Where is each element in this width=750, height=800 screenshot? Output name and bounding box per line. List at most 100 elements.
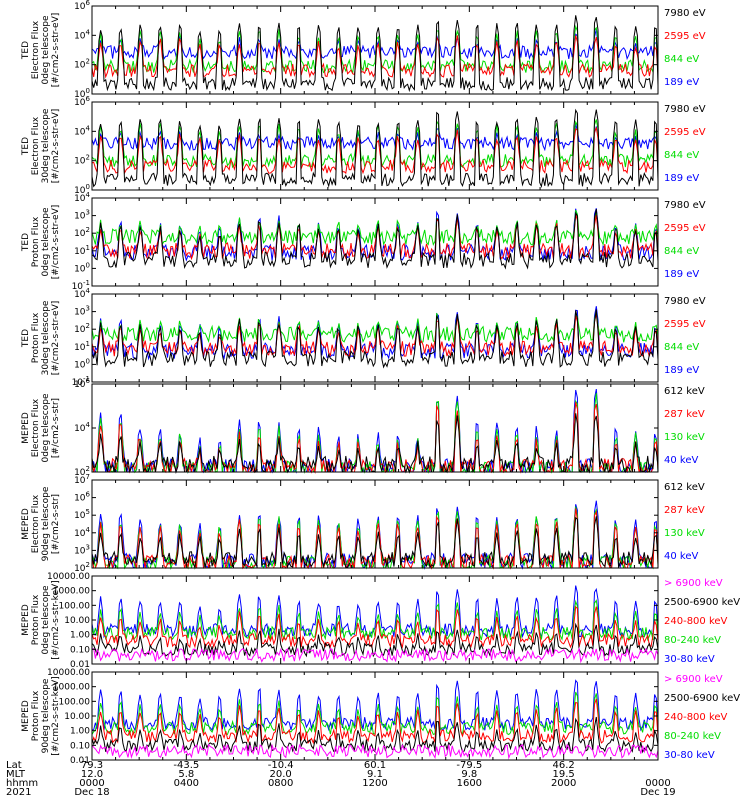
legend-entry: 40 keV: [664, 551, 698, 562]
legend-entry: 240-800 keV: [664, 616, 728, 627]
y-axis-label-line: Electron Flux: [31, 116, 41, 175]
series-trace-7-3: [91, 605, 659, 649]
series-trace-8-3: [91, 698, 659, 745]
legend-entry: 189 eV: [664, 365, 699, 376]
time-axis-value: 0000: [645, 778, 670, 789]
y-axis-label: MEPEDElectron Flux90deg telescope[#/cm2-…: [21, 486, 61, 561]
time-axis-value: 0000: [79, 778, 104, 789]
y-axis-label-line: Electron Flux: [31, 398, 41, 457]
y-axis-label-line: [#/cm2-s-str-eV]: [51, 301, 61, 376]
time-axis-value: 9.1: [367, 769, 383, 780]
legend-entry: 189 eV: [664, 173, 699, 184]
y-axis-label-line: Proton Flux: [31, 312, 41, 363]
legend-entry: 30-80 keV: [664, 654, 715, 665]
legend-entry: > 6900 keV: [664, 674, 723, 685]
y-axis-label-line: TED: [21, 137, 31, 156]
y-axis-label: MEPEDProton Flux0deg telescope[#/cm2-s-s…: [21, 580, 61, 659]
y-tick-label: 0.10: [70, 645, 90, 655]
y-axis-label-line: 0deg telescope: [41, 393, 51, 463]
series-trace-4-2: [91, 313, 659, 358]
legend-entry: 612 keV: [664, 386, 705, 397]
y-axis-label: TEDElectron Flux0deg telescope[#/cm2-s-s…: [21, 13, 61, 88]
panel-8: 0.010.101.0010.00100.001000.0010000.00ME…: [21, 668, 740, 766]
y-tick-label: 100.00: [59, 601, 91, 611]
series-trace-6-1: [91, 516, 659, 569]
y-tick-label: 10.00: [64, 712, 90, 722]
legend-entry: 2500-6900 keV: [664, 597, 740, 608]
legend-entry: 7980 eV: [664, 104, 706, 115]
y-tick-label: 10000.00: [47, 572, 90, 582]
time-axis-value: 0400: [174, 778, 199, 789]
time-axis-value: 46.2: [553, 760, 575, 771]
lat-row-label: Lat: [6, 760, 22, 771]
y-axis-label-line: [#/cm2-s-str-eV]: [51, 205, 61, 280]
y-axis-label-line: TED: [21, 329, 31, 348]
y-axis-label-line: MEPED: [21, 412, 31, 444]
y-axis-label-line: 90deg telescope: [41, 486, 51, 561]
legend-entry: 844 eV: [664, 246, 699, 257]
time-axis-value: 12.0: [81, 769, 103, 780]
y-axis-label: TEDProton Flux30deg telescope[#/cm2-s-st…: [21, 300, 61, 375]
time-axis-value: 60.1: [364, 760, 386, 771]
y-axis-label-line: [#/cm2-s-str-eV]: [51, 13, 61, 88]
legend-entry: > 6900 keV: [664, 578, 723, 589]
series-trace-4-1: [91, 309, 659, 369]
legend-entry: 7980 eV: [664, 8, 706, 19]
series-trace-4-4: [91, 306, 659, 361]
y-tick-label: 1000.00: [53, 587, 90, 597]
series-trace-2-4: [91, 123, 659, 152]
year-row-label: 2021: [6, 787, 31, 798]
time-axis-value: 9.8: [461, 769, 477, 780]
time-axis-value: 79.3: [81, 760, 103, 771]
legend-entry: 7980 eV: [664, 200, 706, 211]
series-trace-4-3: [91, 310, 659, 344]
legend-entry: 30-80 keV: [664, 750, 715, 761]
y-axis-label-line: TED: [21, 233, 31, 252]
legend-entry: 844 eV: [664, 54, 699, 65]
legend-entry: 40 keV: [664, 455, 698, 466]
hhmm-row-label: hhmm: [6, 778, 38, 789]
y-axis-label-line: 0deg telescope: [41, 585, 51, 655]
y-axis-label-line: 30deg telescope: [41, 108, 51, 183]
time-axis-value: Dec 19: [640, 787, 675, 798]
series-trace-8-5: [91, 679, 659, 732]
y-axis-label-line: MEPED: [21, 508, 31, 540]
y-tick-label: 0.01: [70, 660, 90, 670]
time-axis-value: 5.8: [178, 769, 194, 780]
legend-entry: 844 eV: [664, 342, 699, 353]
y-axis-label-line: Electron Flux: [31, 20, 41, 79]
legend-entry: 240-800 keV: [664, 712, 728, 723]
y-tick-label: 10000.00: [47, 668, 90, 678]
y-axis-label: MEPEDProton Flux90deg telescope[#/cm2-s-…: [21, 676, 61, 755]
legend-entry: 612 keV: [664, 482, 705, 493]
series-trace-2-3: [91, 119, 659, 169]
series-trace-1-4: [91, 28, 659, 61]
y-axis-label-line: 0deg telescope: [41, 207, 51, 277]
y-tick-label: 0.10: [70, 741, 90, 751]
y-axis-label-line: 90deg telescope: [41, 678, 51, 753]
legend-entry: 2595 eV: [664, 127, 706, 138]
y-tick-label: 0.01: [70, 756, 90, 766]
y-axis-label: TEDProton Flux0deg telescope[#/cm2-s-str…: [21, 205, 61, 280]
time-axis-value: -43.5: [173, 760, 199, 771]
series-trace-3-1: [91, 208, 659, 270]
time-axis-value: -10.4: [268, 760, 294, 771]
y-axis-label: TEDElectron Flux30deg telescope[#/cm2-s-…: [21, 108, 61, 183]
time-axis-value: 1200: [362, 778, 387, 789]
y-tick-label: 1000.00: [53, 683, 90, 693]
y-axis-label-line: [#/cm2-s-str-keV]: [51, 580, 61, 659]
mlt-row-label: MLT: [6, 769, 26, 780]
y-tick-label: 1.00: [70, 727, 90, 737]
y-axis-label-line: TED: [21, 41, 31, 60]
time-axis-value: 20.0: [270, 769, 292, 780]
y-axis-label-line: Proton Flux: [31, 690, 41, 741]
time-axis-value: Dec 18: [74, 787, 109, 798]
